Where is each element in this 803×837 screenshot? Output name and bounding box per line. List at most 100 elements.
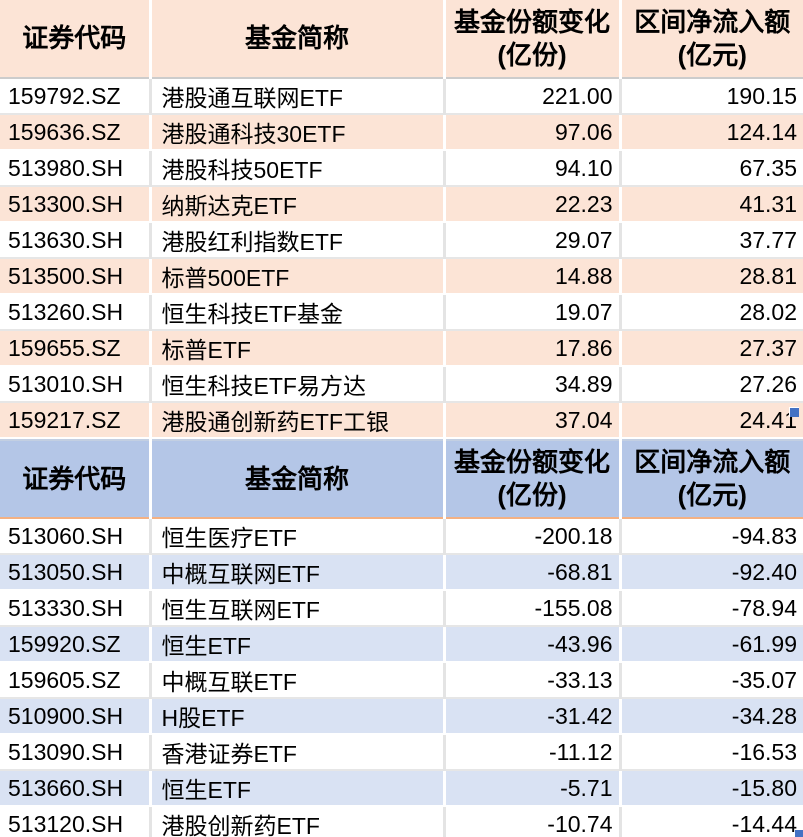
- header-share-change-line2: (亿份): [497, 39, 567, 70]
- cell-fund-name: 港股科技50ETF: [150, 150, 446, 187]
- cell-share-change: -33.13: [444, 662, 622, 699]
- table-row: 513500.SH 标普500ETF 14.88 28.81: [0, 258, 803, 295]
- cell-share-change: 37.04: [444, 402, 622, 439]
- cell-fund-name: 恒生医疗ETF: [150, 518, 446, 555]
- cell-share-change: 19.07: [444, 294, 622, 331]
- fund-outflow-table: 证券代码 基金简称 基金份额变化 (亿份) 区间净流入额 (亿元) 513060…: [0, 439, 803, 837]
- header-net-inflow: 区间净流入额 (亿元): [620, 439, 803, 519]
- header-net-inflow-line1: 区间净流入额: [634, 6, 791, 37]
- cell-share-change: -31.42: [444, 698, 622, 735]
- cell-share-change: -11.12: [444, 734, 622, 771]
- cell-share-change: 221.00: [444, 78, 622, 115]
- cell-net-inflow: -34.28: [620, 698, 803, 735]
- selection-fill-handle[interactable]: [789, 407, 799, 417]
- cell-net-inflow: 27.26: [620, 366, 803, 403]
- cell-share-change: -5.71: [444, 770, 622, 807]
- cell-fund-name: 香港证券ETF: [150, 734, 446, 771]
- inflow-table-header: 证券代码 基金简称 基金份额变化 (亿份) 区间净流入额 (亿元): [0, 0, 803, 79]
- cell-security-code: 513980.SH: [0, 150, 152, 187]
- cell-security-code: 159792.SZ: [0, 78, 152, 115]
- cell-net-inflow: -14.44: [620, 806, 803, 837]
- cell-fund-name: 标普ETF: [150, 330, 446, 367]
- cell-fund-name: 中概互联ETF: [150, 662, 446, 699]
- cell-security-code: 159920.SZ: [0, 626, 152, 663]
- cell-net-inflow: -15.80: [620, 770, 803, 807]
- cell-share-change: -155.08: [444, 590, 622, 627]
- cell-net-inflow: -92.40: [620, 554, 803, 591]
- cell-net-inflow: 37.77: [620, 222, 803, 259]
- cell-security-code: 159605.SZ: [0, 662, 152, 699]
- header-fund-name: 基金简称: [150, 0, 446, 79]
- outflow-table-header: 证券代码 基金简称 基金份额变化 (亿份) 区间净流入额 (亿元): [0, 439, 803, 519]
- cell-net-inflow: 24.41: [620, 402, 803, 439]
- cell-share-change: 94.10: [444, 150, 622, 187]
- cell-net-inflow: 27.37: [620, 330, 803, 367]
- cell-security-code: 159655.SZ: [0, 330, 152, 367]
- cell-share-change: 22.23: [444, 186, 622, 223]
- cell-security-code: 159636.SZ: [0, 114, 152, 151]
- selection-fill-handle-bottom[interactable]: [795, 830, 803, 837]
- header-share-change-line1: 基金份额变化: [453, 6, 610, 37]
- table-row: 159636.SZ 港股通科技30ETF 97.06 124.14: [0, 114, 803, 151]
- cell-security-code: 510900.SH: [0, 698, 152, 735]
- cell-fund-name: 恒生科技ETF易方达: [150, 366, 446, 403]
- cell-fund-name: 港股通互联网ETF: [150, 78, 446, 115]
- cell-fund-name: 中概互联网ETF: [150, 554, 446, 591]
- header-share-change: 基金份额变化 (亿份): [444, 439, 622, 519]
- cell-net-inflow: 41.31: [620, 186, 803, 223]
- cell-net-inflow: 190.15: [620, 78, 803, 115]
- cell-fund-name: H股ETF: [150, 698, 446, 735]
- cell-net-inflow: -61.99: [620, 626, 803, 663]
- header-share-change-line2: (亿份): [497, 480, 567, 510]
- table-row: 159920.SZ 恒生ETF -43.96 -61.99: [0, 626, 803, 663]
- cell-net-inflow: 28.02: [620, 294, 803, 331]
- cell-security-code: 513500.SH: [0, 258, 152, 295]
- table-row: 513660.SH 恒生ETF -5.71 -15.80: [0, 770, 803, 807]
- table-row: 513010.SH 恒生科技ETF易方达 34.89 27.26: [0, 366, 803, 403]
- cell-security-code: 513300.SH: [0, 186, 152, 223]
- cell-security-code: 513660.SH: [0, 770, 152, 807]
- cell-share-change: -43.96: [444, 626, 622, 663]
- table-row: 159605.SZ 中概互联ETF -33.13 -35.07: [0, 662, 803, 699]
- header-security-code: 证券代码: [0, 0, 152, 79]
- cell-net-inflow: 124.14: [620, 114, 803, 151]
- table-row: 513300.SH 纳斯达克ETF 22.23 41.31: [0, 186, 803, 223]
- table-row: 513330.SH 恒生互联网ETF -155.08 -78.94: [0, 590, 803, 627]
- fund-inflow-table: 证券代码 基金简称 基金份额变化 (亿份) 区间净流入额 (亿元) 159792…: [0, 0, 803, 439]
- cell-security-code: 513060.SH: [0, 518, 152, 555]
- header-net-inflow-line2: (亿元): [677, 39, 747, 70]
- cell-share-change: 29.07: [444, 222, 622, 259]
- header-share-change: 基金份额变化 (亿份): [444, 0, 622, 79]
- cell-share-change: 34.89: [444, 366, 622, 403]
- cell-security-code: 513010.SH: [0, 366, 152, 403]
- cell-fund-name: 标普500ETF: [150, 258, 446, 295]
- outflow-table-body: 513060.SH 恒生医疗ETF -200.18 -94.83 513050.SH 中概…: [0, 518, 803, 837]
- cell-fund-name: 港股通创新药ETF工银: [150, 402, 446, 439]
- table-row: 513060.SH 恒生医疗ETF -200.18 -94.83: [0, 518, 803, 555]
- cell-net-inflow: -16.53: [620, 734, 803, 771]
- cell-fund-name: 恒生互联网ETF: [150, 590, 446, 627]
- cell-security-code: 513330.SH: [0, 590, 152, 627]
- cell-share-change: -68.81: [444, 554, 622, 591]
- header-fund-name: 基金简称: [150, 439, 446, 519]
- table-row: 513630.SH 港股红利指数ETF 29.07 37.77: [0, 222, 803, 259]
- table-row: 510900.SH H股ETF -31.42 -34.28: [0, 698, 803, 735]
- table-row: 159792.SZ 港股通互联网ETF 221.00 190.15: [0, 78, 803, 115]
- cell-share-change: 97.06: [444, 114, 622, 151]
- cell-security-code: 159217.SZ: [0, 402, 152, 439]
- header-net-inflow: 区间净流入额 (亿元): [620, 0, 803, 79]
- cell-net-inflow: 67.35: [620, 150, 803, 187]
- header-row: 证券代码 基金简称 基金份额变化 (亿份) 区间净流入额 (亿元): [0, 439, 803, 519]
- cell-fund-name: 港股红利指数ETF: [150, 222, 446, 259]
- table-row: 513980.SH 港股科技50ETF 94.10 67.35: [0, 150, 803, 187]
- header-net-inflow-line1: 区间净流入额: [634, 447, 791, 477]
- cell-security-code: 513630.SH: [0, 222, 152, 259]
- cell-fund-name: 港股通科技30ETF: [150, 114, 446, 151]
- header-security-code: 证券代码: [0, 439, 152, 519]
- cell-fund-name: 纳斯达克ETF: [150, 186, 446, 223]
- table-row: 513260.SH 恒生科技ETF基金 19.07 28.02: [0, 294, 803, 331]
- cell-fund-name: 恒生ETF: [150, 770, 446, 807]
- cell-net-inflow: 28.81: [620, 258, 803, 295]
- header-row: 证券代码 基金简称 基金份额变化 (亿份) 区间净流入额 (亿元): [0, 0, 803, 79]
